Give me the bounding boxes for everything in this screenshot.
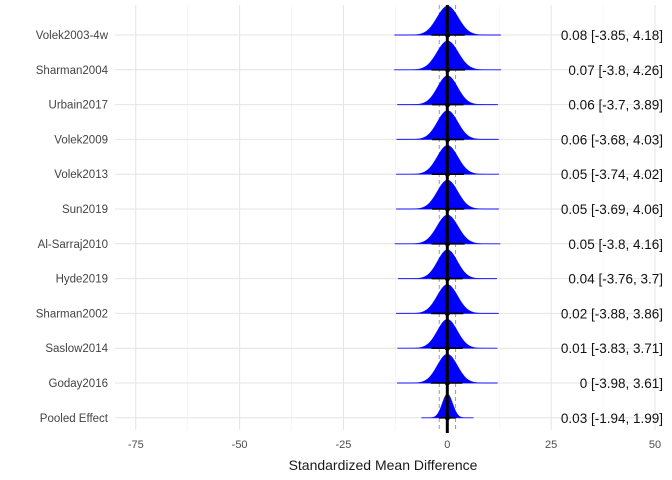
pooled-ci-dashed-lines: [438, 5, 457, 430]
x-axis-title: Standardized Mean Difference: [289, 457, 478, 473]
ci-label-Hyde2019: 0.04 [-3.76, 3.7]: [568, 272, 663, 287]
x-tick-label-2: -25: [336, 439, 352, 451]
point-estimate-Volek2003-4w: [445, 32, 451, 38]
ci-label-Sharman2002: 0.02 [-3.88, 3.86]: [561, 306, 663, 321]
ci-label-Pooled Effect: 0.03 [-1.94, 1.99]: [561, 411, 663, 426]
x-tick-label-3: 0: [444, 439, 450, 451]
study-label-Volek2003-4w: Volek2003-4w: [36, 30, 109, 42]
ci-label-Volek2013: 0.05 [-3.74, 4.02]: [561, 167, 663, 182]
study-label-Pooled Effect: Pooled Effect: [40, 413, 109, 425]
ci-label-Volek2009: 0.06 [-3.68, 4.03]: [561, 132, 663, 147]
point-estimate-Sun2019: [444, 206, 451, 212]
study-label-Volek2009: Volek2009: [54, 134, 108, 146]
study-label-Hyde2019: Hyde2019: [56, 274, 108, 286]
study-labels: Volek2003-4w Sharman2004 Urbain2017 Volek20…: [36, 30, 109, 425]
point-estimate-Saslow2014: [444, 345, 450, 351]
point-estimate-Sharman2002: [444, 310, 450, 316]
study-label-Goday2016: Goday2016: [49, 378, 108, 390]
grid-lines: [115, 5, 656, 430]
point-estimate-Hyde2019: [444, 276, 451, 282]
x-tick-label-5: 50: [649, 439, 661, 451]
point-estimate-Urbain2017: [444, 102, 451, 108]
ci-label-Volek2003-4w: 0.08 [-3.85, 4.18]: [561, 28, 663, 43]
ci-label-Urbain2017: 0.06 [-3.7, 3.89]: [568, 98, 663, 113]
ci-label-Sharman2004: 0.07 [-3.8, 4.26]: [568, 63, 663, 78]
ci-label-Goday2016: 0 [-3.98, 3.61]: [580, 376, 663, 391]
x-tick-label-1: -50: [232, 439, 248, 451]
ci-label-Al-Sarraj2010: 0.05 [-3.8, 4.16]: [568, 237, 663, 252]
ci-label-Saslow2014: 0.01 [-3.83, 3.71]: [561, 341, 663, 356]
point-estimate-Pooled Effect: [444, 415, 451, 421]
study-label-Sharman2004: Sharman2004: [36, 65, 109, 77]
x-tick-label-4: 25: [545, 439, 557, 451]
point-estimate-Sharman2004: [444, 67, 451, 73]
point-estimate-Al-Sarraj2010: [444, 241, 451, 247]
point-estimate-Volek2013: [444, 171, 451, 177]
study-label-Volek2013: Volek2013: [54, 169, 108, 181]
ci-labels: 0.08 [-3.85, 4.18] 0.07 [-3.8, 4.26] 0.06 …: [561, 28, 663, 426]
study-label-Sun2019: Sun2019: [62, 204, 108, 216]
ci-label-Sun2019: 0.05 [-3.69, 4.06]: [561, 202, 663, 217]
x-tick-label-0: -75: [128, 439, 144, 451]
point-estimate-Goday2016: [444, 380, 450, 386]
study-label-Saslow2014: Saslow2014: [45, 343, 108, 355]
point-estimate-Volek2009: [444, 136, 451, 142]
study-label-Al-Sarraj2010: Al-Sarraj2010: [38, 239, 108, 251]
x-tick-labels: -75 -50 -25 0 25 50: [128, 439, 661, 451]
study-label-Sharman2002: Sharman2002: [36, 308, 108, 320]
estimate-markers: [430, 32, 466, 421]
study-label-Urbain2017: Urbain2017: [49, 100, 108, 112]
